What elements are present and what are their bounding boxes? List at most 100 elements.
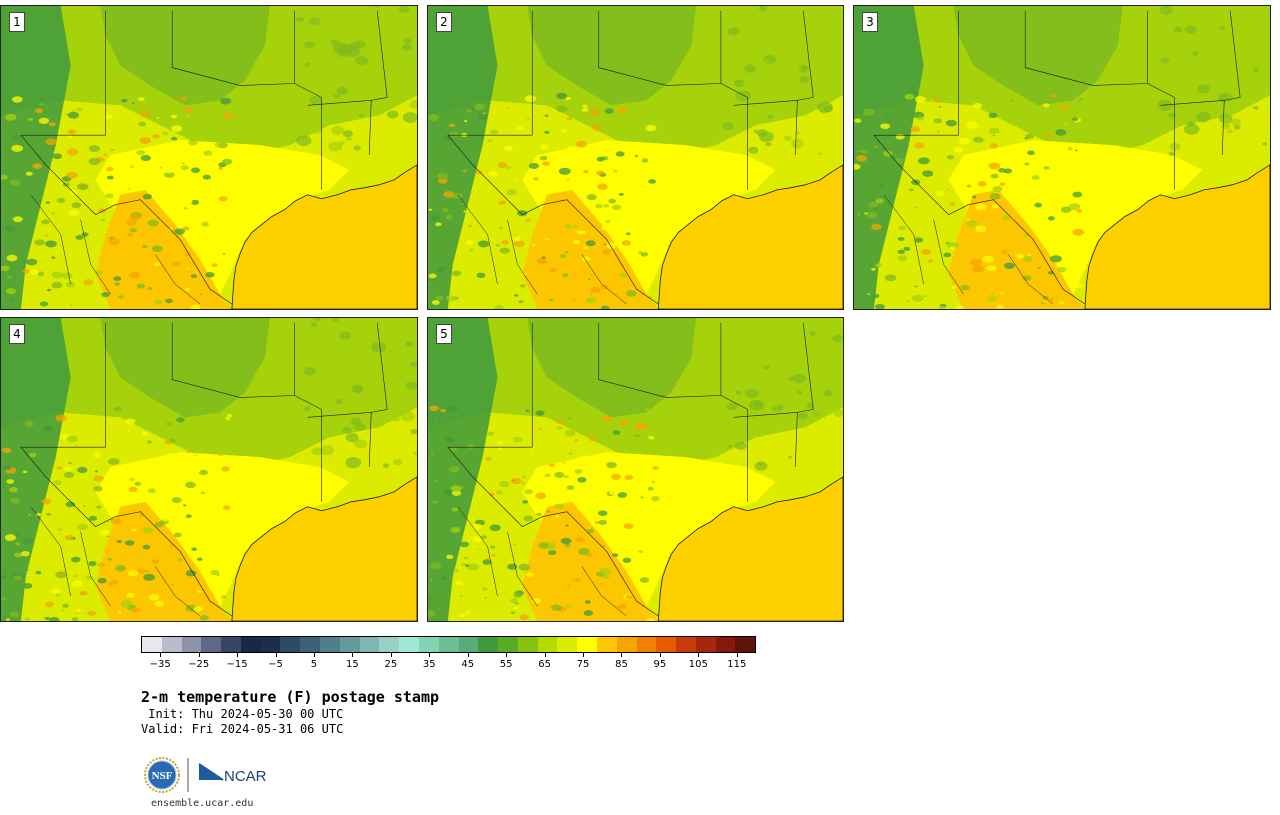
temperature-speckle	[760, 94, 776, 105]
member-number-label: 3	[862, 12, 878, 32]
temperature-speckle	[588, 436, 597, 442]
temperature-speckle	[538, 542, 549, 549]
temperature-speckle	[600, 583, 604, 586]
temperature-speckle	[1, 174, 8, 180]
temperature-speckle	[110, 518, 122, 525]
temperature-map	[1, 6, 417, 309]
temperature-speckle	[180, 165, 189, 171]
temperature-speckle	[131, 528, 137, 532]
temperature-speckle	[612, 267, 615, 269]
temperature-speckle	[493, 304, 504, 309]
temperature-speckle	[1050, 255, 1062, 263]
temperature-speckle	[558, 167, 571, 175]
temperature-speckle	[763, 108, 774, 116]
state-borders	[447, 322, 814, 617]
temperature-speckle	[65, 281, 76, 288]
temperature-speckle	[146, 440, 152, 444]
temperature-speckle	[549, 268, 557, 273]
temperature-speckle	[485, 456, 492, 461]
temperature-speckle	[563, 475, 569, 479]
temperature-speckle	[754, 461, 768, 471]
temperature-speckle	[71, 617, 79, 621]
temperature-speckle	[587, 278, 591, 281]
temperature-speckle	[531, 598, 541, 604]
temperature-speckle	[374, 6, 379, 8]
temperature-speckle	[908, 188, 915, 192]
temperature-speckle	[605, 220, 611, 223]
temperature-speckle	[782, 108, 792, 115]
temperature-speckle	[41, 219, 50, 225]
temperature-speckle	[753, 129, 759, 133]
temperature-speckle	[446, 295, 457, 302]
temperature-speckle	[56, 466, 63, 470]
temperature-speckle	[1025, 133, 1035, 139]
colorbar-tick	[275, 653, 277, 657]
temperature-speckle	[498, 480, 510, 488]
temperature-speckle	[516, 126, 524, 131]
colorbar-tick	[544, 653, 546, 657]
temperature-speckle	[468, 248, 475, 252]
temperature-speckle	[602, 574, 610, 579]
website-link[interactable]: ensemble.ucar.edu	[151, 798, 254, 809]
temperature-speckle	[725, 335, 739, 345]
temperature-speckle	[581, 230, 587, 235]
temperature-speckle	[164, 171, 175, 178]
temperature-speckle	[35, 512, 42, 517]
temperature-speckle	[897, 236, 905, 241]
temperature-speckle	[211, 263, 218, 268]
temperature-speckle	[776, 23, 782, 28]
temperature-speckle	[12, 134, 21, 140]
temperature-speckle	[945, 241, 950, 245]
temperature-speckle	[166, 422, 172, 426]
temperature-speckle	[536, 258, 548, 265]
temperature-speckle	[202, 174, 211, 180]
temperature-speckle	[147, 488, 156, 494]
temperature-speckle	[1010, 99, 1014, 102]
temperature-speckle	[448, 466, 460, 473]
temperature-speckle	[128, 486, 138, 493]
temperature-speckle	[70, 556, 81, 563]
temperature-speckle	[819, 347, 832, 356]
temperature-speckle	[874, 145, 878, 148]
temperature-speckle	[103, 179, 108, 182]
temperature-speckle	[528, 162, 539, 170]
temperature-speckle	[1049, 187, 1057, 192]
temperature-speckle	[903, 246, 911, 251]
temperature-speckle	[975, 225, 987, 233]
temperature-speckle	[522, 482, 525, 485]
temperature-speckle	[296, 135, 312, 147]
temperature-speckle	[1220, 31, 1236, 42]
temperature-speckle	[637, 251, 643, 255]
colorbar-tick	[659, 653, 661, 657]
temperature-speckle	[140, 110, 151, 117]
temperature-speckle	[218, 453, 224, 456]
temperature-speckle	[601, 305, 610, 309]
gulf-of-mexico	[1084, 164, 1270, 309]
temperature-speckle	[1037, 266, 1042, 269]
colorbar-swatch	[221, 637, 241, 652]
temperature-speckle	[125, 540, 135, 546]
temperature-speckle	[434, 295, 444, 301]
temperature-speckle	[55, 593, 61, 597]
temperature-speckle	[554, 515, 560, 518]
temperature-speckle	[1168, 112, 1176, 118]
temperature-speckle	[14, 552, 23, 558]
temperature-speckle	[599, 567, 611, 575]
temperature-speckle	[872, 293, 880, 299]
temperature-speckle	[66, 435, 78, 443]
temperature-speckle	[1186, 14, 1202, 26]
temperature-speckle	[83, 504, 86, 507]
temperature-speckle	[622, 557, 632, 563]
temperature-speckle	[989, 193, 1001, 200]
colorbar-tick	[237, 653, 239, 657]
temperature-speckle	[35, 108, 43, 114]
temperature-speckle	[88, 561, 97, 567]
temperature-speckle	[185, 570, 197, 577]
temperature-speckle	[167, 452, 179, 460]
mountain-region	[854, 6, 924, 309]
colorbar-tick	[621, 653, 623, 657]
temperature-speckle	[545, 237, 550, 241]
temperature-speckle	[467, 444, 476, 450]
temperature-speckle	[142, 193, 152, 200]
temperature-speckle	[991, 104, 995, 107]
